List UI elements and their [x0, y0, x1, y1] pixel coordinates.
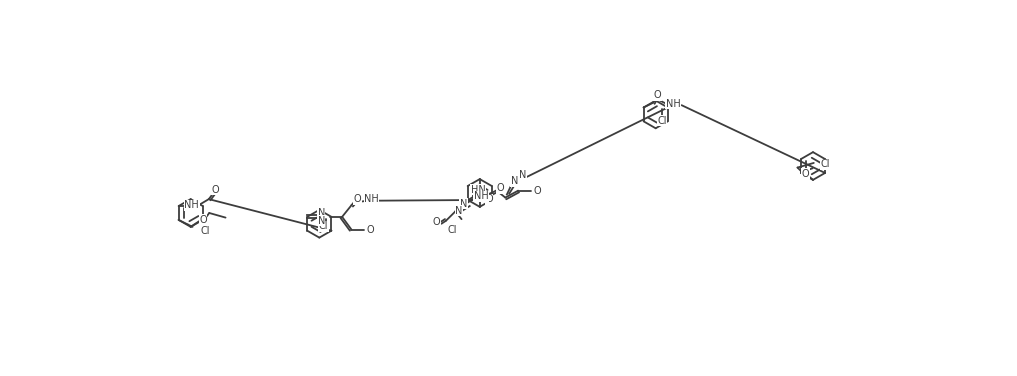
- Text: NH: NH: [364, 194, 379, 204]
- Text: O: O: [366, 224, 374, 235]
- Text: O: O: [801, 169, 810, 179]
- Text: O: O: [485, 194, 493, 204]
- Text: N: N: [456, 206, 463, 216]
- Text: O: O: [654, 90, 661, 100]
- Text: N: N: [317, 208, 324, 218]
- Text: NH: NH: [666, 99, 680, 109]
- Text: N: N: [519, 170, 526, 180]
- Text: O: O: [433, 217, 440, 227]
- Text: NH: NH: [184, 200, 199, 210]
- Text: Cl: Cl: [447, 225, 457, 235]
- Text: NH: NH: [474, 191, 489, 201]
- Text: Cl: Cl: [200, 226, 210, 236]
- Text: N: N: [460, 199, 467, 209]
- Text: N: N: [511, 176, 519, 186]
- Text: Cl: Cl: [657, 115, 666, 126]
- Text: N: N: [317, 216, 324, 226]
- Text: O: O: [533, 186, 541, 196]
- Text: HN: HN: [471, 185, 485, 195]
- Text: O: O: [199, 215, 206, 225]
- Text: O: O: [212, 185, 219, 195]
- Text: O: O: [354, 194, 361, 204]
- Text: Cl: Cl: [319, 221, 328, 231]
- Text: O: O: [497, 183, 504, 193]
- Text: Cl: Cl: [821, 159, 830, 170]
